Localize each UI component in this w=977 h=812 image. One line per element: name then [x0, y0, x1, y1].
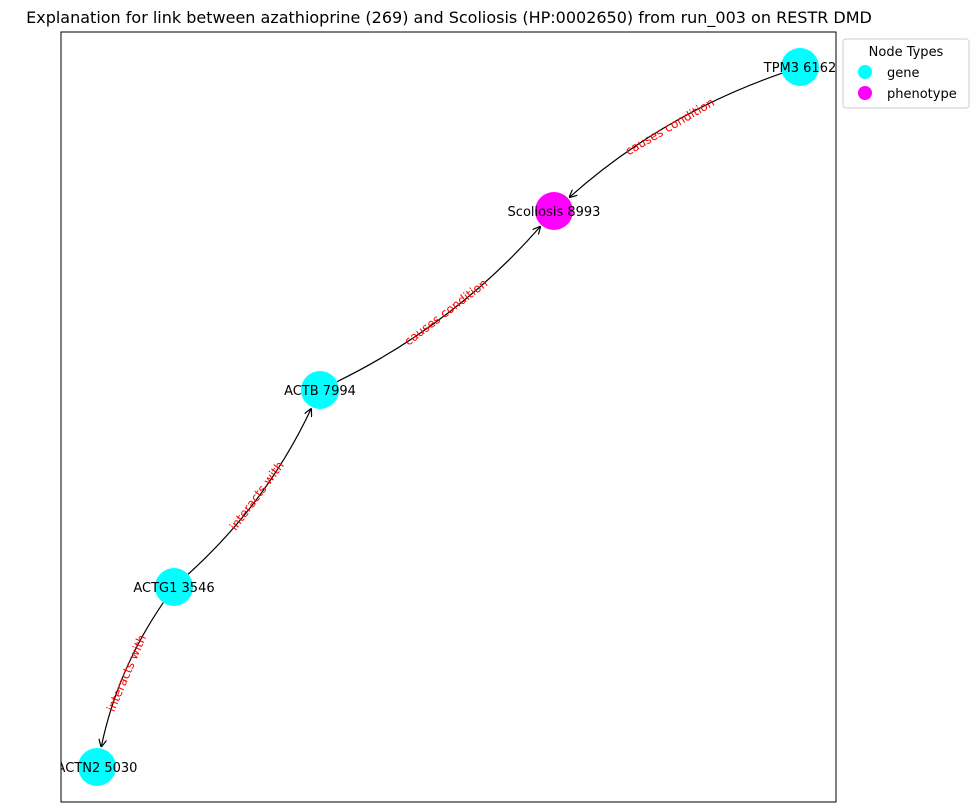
- diagram-title: Explanation for link between azathioprin…: [26, 8, 872, 28]
- node-label-actb: ACTB 7994: [284, 384, 356, 399]
- edge-label-tpm3-scoliosis: causes condition: [623, 95, 717, 158]
- edge-actg1-actn2: [101, 602, 164, 747]
- edge-actb-scoliosis: [336, 227, 540, 383]
- edge-actg1-actb: [187, 409, 311, 575]
- nodes-layer: TPM3 6162 Scoliosis 8993 ACTB 7994 ACTG1 35…: [57, 48, 836, 786]
- legend-label-gene: gene: [887, 66, 920, 81]
- node-scoliosis: [535, 192, 573, 230]
- edge-tpm3-scoliosis: [570, 72, 783, 197]
- node-label-tpm3: TPM3 6162: [763, 61, 836, 76]
- node-label-scoliosis: Scoliosis 8993: [508, 205, 601, 220]
- legend-label-phenotype: phenotype: [887, 87, 957, 102]
- node-actb: [301, 371, 339, 409]
- legend-marker-phenotype: [858, 86, 872, 100]
- node-label-actg1: ACTG1 3546: [133, 581, 214, 596]
- edge-label-actg1-actb: interacts with: [227, 459, 287, 533]
- node-actg1: [155, 568, 193, 606]
- legend-title: Node Types: [869, 45, 944, 60]
- legend: Node Types gene phenotype: [842, 38, 970, 109]
- legend-box: [842, 38, 970, 109]
- edge-label-actb-scoliosis: causes condition: [402, 276, 491, 348]
- edges-layer: causes condition causes condition interact…: [101, 72, 783, 747]
- node-tpm3: [781, 48, 819, 86]
- edge-label-actg1-actn2: interacts with: [104, 633, 149, 714]
- node-actn2: [78, 748, 116, 786]
- legend-marker-gene: [858, 65, 872, 79]
- node-label-actn2: ACTN2 5030: [57, 761, 138, 776]
- plot-frame: [60, 31, 837, 803]
